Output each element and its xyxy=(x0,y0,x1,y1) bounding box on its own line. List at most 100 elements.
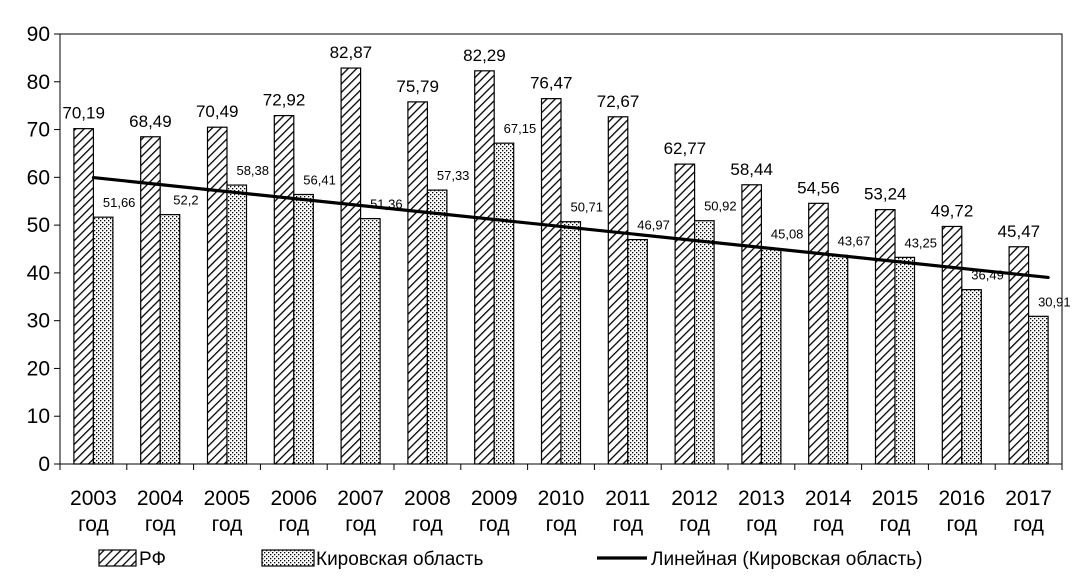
legend-swatch-kirov xyxy=(261,549,315,567)
bar-kirov xyxy=(560,221,582,465)
data-label-rf: 72,92 xyxy=(263,91,306,110)
x-tick-label-line: 2009 xyxy=(471,487,518,510)
x-tick-label-line: 2015 xyxy=(872,487,919,510)
x-tick-label: 2004 год xyxy=(137,487,184,536)
data-label-rf: 82,29 xyxy=(463,46,506,65)
x-tick-label-line: 2014 xyxy=(805,487,852,510)
bar-rf xyxy=(273,115,295,465)
legend-label-kirov: Кировская область xyxy=(316,549,484,570)
x-tick-label-line: 2016 xyxy=(938,487,985,510)
data-labels: 70,19 51,66 68,49 52,2 70,49 58,38 72,92 56,41 8… xyxy=(62,43,1070,309)
data-label-rf: 70,49 xyxy=(196,102,239,121)
bar-kirov xyxy=(92,216,114,465)
data-label-kirov: 50,71 xyxy=(570,200,603,215)
bar-kirov xyxy=(159,214,181,465)
data-label-rf: 70,19 xyxy=(62,104,105,123)
bar-kirov xyxy=(627,238,648,465)
x-tick-label-line: год xyxy=(946,513,977,536)
trendline xyxy=(91,175,1050,280)
x-tick-label: 2010 год xyxy=(538,487,585,536)
data-label-kirov: 50,92 xyxy=(704,199,737,214)
data-label-rf: 68,49 xyxy=(129,112,172,131)
x-tick-label-line: год xyxy=(345,513,376,536)
data-label-kirov: 51,36 xyxy=(370,197,403,212)
y-tick-label: 90 xyxy=(27,23,50,46)
data-label-rf: 49,72 xyxy=(931,201,974,220)
data-label-kirov: 43,67 xyxy=(838,233,871,248)
x-tick-label: 2009 год xyxy=(471,487,518,536)
x-tick-label: 2003 год xyxy=(70,487,117,536)
bar-rf xyxy=(540,98,562,465)
data-label-kirov: 67,15 xyxy=(504,121,537,136)
bar-rf xyxy=(206,126,228,465)
bar-rf xyxy=(741,184,763,465)
x-tick-label-line: год xyxy=(212,513,243,536)
x-tick-label-line: год xyxy=(479,513,510,536)
bar-rf xyxy=(808,202,829,465)
y-tick-label: 60 xyxy=(27,166,50,189)
data-label-kirov: 46,97 xyxy=(637,218,670,233)
bar-kirov xyxy=(760,248,782,465)
legend-swatch-rf xyxy=(98,549,137,567)
x-tick-label: 2013 год xyxy=(738,487,785,536)
data-label-rf: 82,87 xyxy=(330,43,373,62)
data-label-rf: 45,47 xyxy=(998,222,1041,241)
data-label-kirov: 56,41 xyxy=(303,172,336,187)
y-tick-label: 40 xyxy=(27,262,50,285)
x-tick-label-line: 2017 xyxy=(1005,487,1052,510)
x-tick-label: 2016 год xyxy=(938,487,985,536)
bar-rf xyxy=(674,163,696,465)
x-tick-label-line: год xyxy=(612,513,643,536)
bar-rf xyxy=(340,67,362,465)
bars xyxy=(73,67,1049,465)
bar-rf xyxy=(874,209,896,465)
x-tick-label-line: 2004 xyxy=(137,487,184,510)
x-tick-label-line: 2008 xyxy=(404,487,451,510)
y-tick-label: 10 xyxy=(27,405,50,428)
legend: РФ Кировская область Линейная (Кировская о… xyxy=(98,549,922,570)
x-tick-label: 2014 год xyxy=(805,487,852,536)
data-label-kirov: 30,91 xyxy=(1038,294,1071,309)
x-tick-label-line: 2006 xyxy=(270,487,317,510)
data-label-kirov: 45,08 xyxy=(771,227,804,242)
x-tick-label-line: год xyxy=(1013,513,1044,536)
x-tick-label: 2017 год xyxy=(1005,487,1052,536)
bar-rf xyxy=(607,116,629,465)
bar-kirov xyxy=(426,189,448,465)
y-tick-label: 70 xyxy=(27,119,50,142)
axes: 0 10 20 30 40 50 60 70 80 90 2003 год 2004 год 2005 год… xyxy=(27,23,1063,536)
bar-kirov xyxy=(693,220,715,465)
bar-kirov xyxy=(1027,315,1049,465)
x-tick-label-line: год xyxy=(145,513,176,536)
data-label-kirov: 58,38 xyxy=(236,163,269,178)
data-label-rf: 54,56 xyxy=(797,178,840,197)
bar-rf xyxy=(474,70,495,465)
x-tick-label: 2007 год xyxy=(337,487,384,536)
x-tick-label-line: год xyxy=(412,513,443,536)
x-tick-label-line: год xyxy=(546,513,577,536)
x-tick-label-line: 2007 xyxy=(337,487,384,510)
bar-kirov xyxy=(293,193,314,465)
x-tick-label-line: год xyxy=(679,513,710,536)
bar-kirov xyxy=(894,256,916,465)
bar-rf xyxy=(1008,246,1030,465)
data-label-rf: 72,67 xyxy=(597,92,640,111)
data-label-rf: 53,24 xyxy=(864,185,907,204)
x-tick-label: 2008 год xyxy=(404,487,451,536)
x-tick-label-line: 2012 xyxy=(671,487,718,510)
bar-kirov xyxy=(961,289,982,465)
x-tick-label-line: 2005 xyxy=(204,487,251,510)
x-tick-label-line: 2013 xyxy=(738,487,785,510)
x-tick-label: 2006 год xyxy=(270,487,317,536)
y-tick-label: 30 xyxy=(27,310,50,333)
data-label-kirov: 36,49 xyxy=(971,268,1004,283)
bar-rf xyxy=(407,101,428,465)
y-tick-label: 50 xyxy=(27,214,50,237)
bar-kirov xyxy=(360,218,381,465)
x-tick-label-line: 2011 xyxy=(605,487,650,510)
y-tick-label: 20 xyxy=(27,357,50,380)
x-tick-label: 2015 год xyxy=(872,487,919,536)
y-tick-label: 80 xyxy=(27,71,50,94)
data-label-rf: 58,44 xyxy=(730,160,773,179)
